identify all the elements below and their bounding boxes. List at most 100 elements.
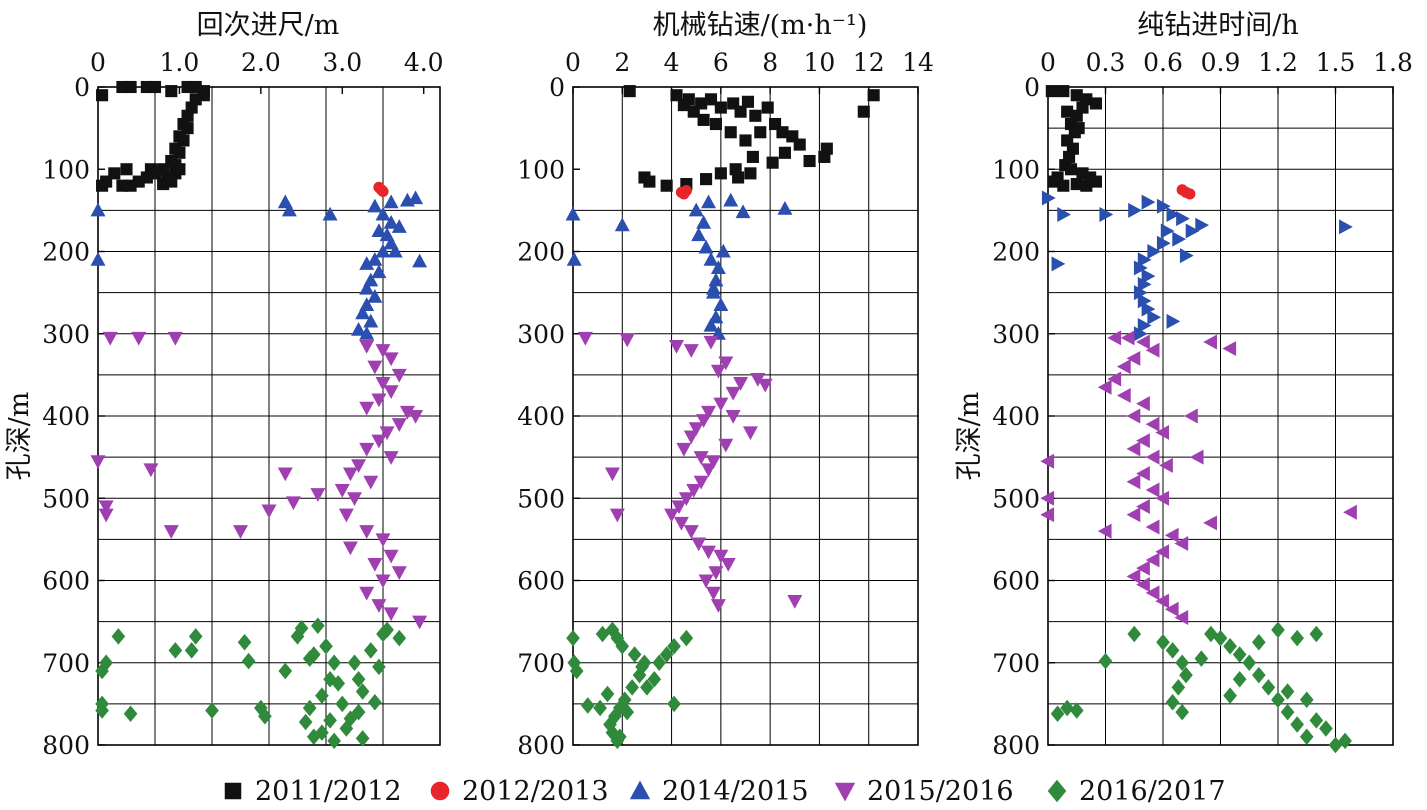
legend-label: 2015/2016 xyxy=(867,776,1014,807)
data-point xyxy=(605,621,620,639)
data-point xyxy=(669,340,684,354)
data-point xyxy=(1126,408,1141,424)
data-point xyxy=(713,397,729,412)
data-point xyxy=(1147,309,1162,325)
y-tick-label: 400 xyxy=(42,402,90,431)
data-point xyxy=(1309,712,1324,729)
y-tick-label: 700 xyxy=(992,649,1040,678)
data-point xyxy=(1252,633,1266,651)
y-tick-label: 100 xyxy=(517,155,565,184)
data-point xyxy=(102,331,118,346)
data-point xyxy=(95,662,109,680)
series-2015-2016 xyxy=(577,331,803,613)
data-point xyxy=(383,385,399,400)
data-point xyxy=(391,418,407,432)
x-tick-label: 10 xyxy=(804,48,836,77)
y-tick-label: 0 xyxy=(74,73,90,102)
data-point xyxy=(1222,341,1237,357)
data-point xyxy=(776,126,789,139)
data-point xyxy=(1099,207,1114,222)
data-point xyxy=(1126,350,1141,366)
series-2012-2013 xyxy=(373,181,389,198)
data-point xyxy=(1223,638,1237,655)
data-point xyxy=(355,730,370,747)
data-point xyxy=(608,707,622,725)
data-point xyxy=(688,422,704,437)
data-point xyxy=(1299,691,1314,709)
series-2011-2012 xyxy=(623,85,880,192)
data-point xyxy=(615,638,630,655)
data-point xyxy=(1069,702,1084,719)
data-point xyxy=(1309,625,1324,643)
data-point xyxy=(368,693,382,711)
data-point xyxy=(1280,683,1295,700)
data-point xyxy=(793,138,806,151)
data-point xyxy=(351,670,366,688)
data-point xyxy=(359,280,375,295)
data-point xyxy=(383,451,399,465)
data-point xyxy=(1171,679,1186,696)
data-point xyxy=(1174,536,1189,551)
data-point xyxy=(766,156,779,169)
data-point xyxy=(1133,285,1148,301)
data-point xyxy=(693,475,709,490)
data-point xyxy=(569,662,584,680)
data-point xyxy=(732,171,745,184)
data-point xyxy=(383,215,399,229)
data-point xyxy=(290,628,305,645)
data-point xyxy=(1126,507,1141,523)
data-point xyxy=(565,206,581,221)
data-point xyxy=(1156,198,1171,214)
data-point xyxy=(1136,577,1150,593)
data-point xyxy=(566,252,582,266)
data-point xyxy=(1107,330,1122,346)
data-point xyxy=(371,434,387,449)
x-tick-label: 12 xyxy=(853,48,885,77)
data-point xyxy=(375,377,391,391)
panel-3: 0 0.3 0.6 0.9 1.2 1.5 1.8 0 100 200 300 400 500 600 70… xyxy=(954,10,1413,760)
data-point xyxy=(1136,466,1150,482)
data-point xyxy=(144,163,157,176)
data-point xyxy=(1176,211,1190,227)
data-point xyxy=(705,280,721,295)
data-point xyxy=(691,537,707,552)
data-point xyxy=(363,475,379,490)
data-point xyxy=(124,179,137,192)
data-point xyxy=(383,549,399,564)
data-point xyxy=(355,683,370,700)
data-point xyxy=(713,297,729,312)
data-point xyxy=(820,142,833,155)
series-2016-2017 xyxy=(1050,621,1352,754)
data-point xyxy=(1165,693,1180,711)
data-point xyxy=(90,455,106,469)
data-point xyxy=(367,252,383,266)
data-point xyxy=(342,541,358,556)
data-point xyxy=(1156,235,1171,251)
panel-2: 0 2 4 6 8 10 12 14 0 100 200 300 400 500 600 700 800 机械钻速… xyxy=(517,10,934,760)
data-point xyxy=(670,89,683,102)
data-point xyxy=(371,599,387,613)
data-point xyxy=(367,289,383,303)
data-point xyxy=(311,617,325,634)
data-point xyxy=(90,202,106,217)
data-point xyxy=(617,691,632,709)
data-point xyxy=(1145,449,1160,465)
data-point xyxy=(593,699,607,717)
y-tick-label: 100 xyxy=(42,155,90,184)
data-point xyxy=(619,333,635,348)
data-point xyxy=(698,574,714,589)
data-point xyxy=(375,574,391,589)
data-point xyxy=(380,621,394,639)
x-tick-label: 1.5 xyxy=(1316,48,1356,77)
data-point xyxy=(335,695,350,713)
data-point xyxy=(777,201,793,215)
y-axis-title: 孔深/m xyxy=(954,392,985,481)
data-point xyxy=(580,697,595,714)
data-point xyxy=(613,699,627,717)
data-point xyxy=(1165,642,1180,659)
data-point xyxy=(1271,691,1285,709)
data-point xyxy=(184,642,199,659)
legend-marker xyxy=(1047,779,1067,803)
data-point xyxy=(638,171,651,184)
